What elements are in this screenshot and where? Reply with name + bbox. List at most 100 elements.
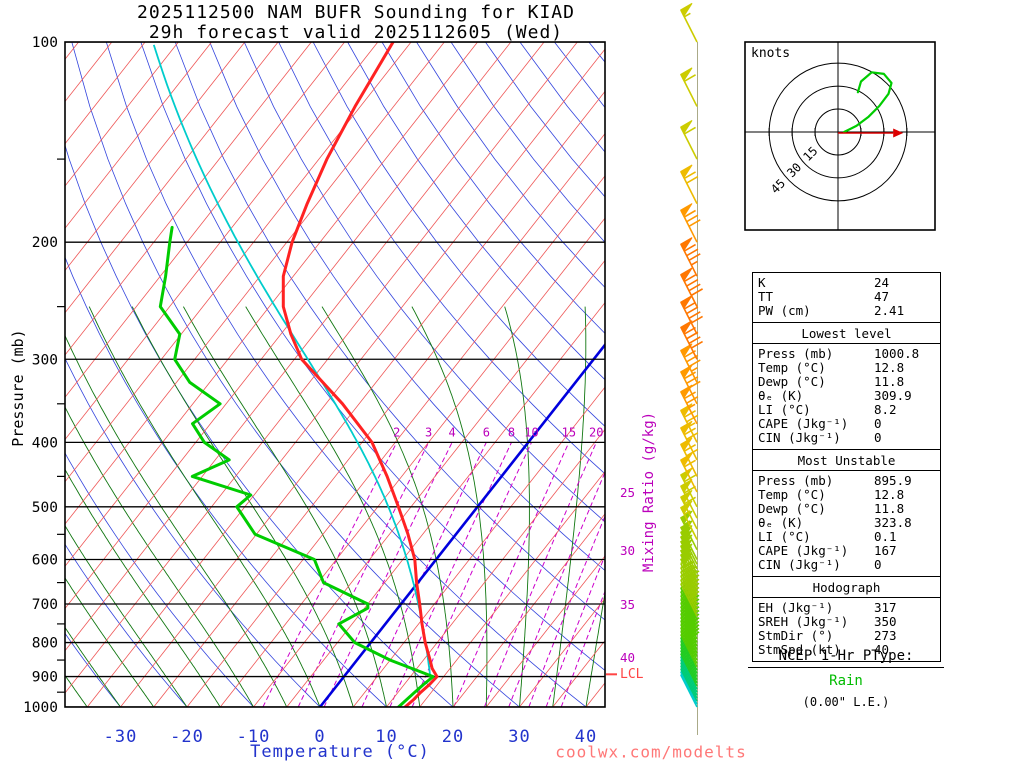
stat-label: Dewp (°C) [758,374,826,389]
stat-value: 323.8 [874,515,912,530]
wind-barb-feather [686,278,699,287]
stat-label: CIN (Jkg⁻¹) [758,430,841,445]
dry-adiabat-line [278,42,605,475]
dry-adiabat-line [65,543,188,707]
wind-barb-feather [686,248,699,257]
isotherm-line [120,90,605,707]
wind-barb-flag [680,267,693,282]
stats-section: Hodograph EH (Jkg⁻¹) 317 SREH (Jkg⁻¹) 350 Stm… [753,576,940,661]
temperature-tick-label: 40 [575,727,597,747]
wind-barb [680,610,698,643]
wind-barb-flag [680,343,693,358]
stat-label: θₑ (K) [758,515,804,530]
isotherm-line [65,42,545,652]
stat-value: 11.8 [874,374,905,389]
wind-barb-feather [683,243,696,252]
isotherm-line [65,42,412,483]
isotherm-line [65,42,512,610]
temperature-tick-label: -20 [170,727,204,747]
wind-barb [680,653,698,687]
stat-value: 47 [874,289,890,304]
wind-barb [680,613,698,647]
pressure-tick-label: 600 [32,552,58,568]
stat-row: CIN (Jkg⁻¹) 0 [753,431,940,445]
stat-label: Dewp (°C) [758,501,826,516]
wind-barb-half-feather [683,510,691,516]
wind-barb-flag [680,320,693,335]
stat-section-header: Most Unstable [753,453,940,471]
stat-row: CAPE (Jkg⁻¹) 167 [753,544,940,558]
stat-value: 12.8 [874,360,905,375]
mixing-ratio-line [545,554,605,707]
storm-motion-arrow [893,128,904,138]
stat-label: Press (mb) [758,473,834,488]
wind-barb [680,583,698,617]
ptype-title: NCEP 1-Hr PType: [748,648,944,668]
stat-value: 12.8 [874,487,905,502]
wind-barb-feather [683,274,696,283]
isotherm-line [485,555,605,707]
wind-barb [680,606,698,640]
pressure-tick-label: 900 [32,670,58,686]
stat-label: CIN (Jkg⁻¹) [758,557,841,572]
mixing-ratio-label: 6 [483,425,490,439]
pressure-tick-label: 100 [32,35,58,51]
wind-barb [680,579,698,613]
stat-value: 0 [874,416,882,431]
wind-barb [680,591,698,625]
moist-adiabat-line [321,306,454,707]
mixing-ratio-label: 20 [589,425,603,439]
skewt-background-grid [65,42,605,707]
stat-label: LI (°C) [758,529,811,544]
stat-value: 0.1 [874,529,897,544]
temperature-axis-label: Temperature (°C) [250,742,430,762]
stats-section: Lowest level Press (mb) 1000.8 Temp (°C) 12.… [753,322,940,449]
ptype-block: NCEP 1-Hr PType: Rain (0.00" L.E.) [748,648,944,709]
isotherm-line [352,386,605,707]
dry-adiabat-line [347,42,605,381]
wind-barb-feather [688,336,701,345]
wind-barb-feather [688,283,701,292]
isotherm-line [186,175,605,707]
stat-row: θₑ (K) 323.8 [753,516,940,530]
stats-table: K 24 TT 47 PW (cm) 2.41 Lowest level Press (mb)… [752,272,941,662]
wind-barb [680,640,698,674]
mixing-ratio-label: 30 [620,543,635,558]
wind-barb [680,575,698,609]
dry-adiabat-line [65,452,254,707]
isotherm-line [65,42,246,272]
wind-barb [680,620,698,654]
wind-barb-feather [690,288,703,297]
wind-barb-feather [683,371,696,380]
dry-adiabat-line [381,42,605,335]
wind-barb [680,627,698,661]
wind-barb [680,595,698,629]
temperature-tick-label: 30 [508,727,530,747]
sounding-profiles [152,42,439,707]
wind-barb [680,599,698,632]
stat-row: SREH (Jkg⁻¹) 350 [753,615,940,629]
stat-row: LI (°C) 0.1 [753,530,940,544]
stat-row: LI (°C) 8.2 [753,403,940,417]
isotherm-line [153,132,605,707]
watermark: coolwx.com/modelts [555,742,747,762]
hodograph-units-label: knots [751,46,791,61]
wind-barb-half-feather [686,467,694,473]
wind-barb [680,647,698,681]
wind-barb [680,587,698,621]
chart-title-line2: 29h forecast valid 2025112605 (Wed) [148,22,564,43]
isotherm-line [65,42,445,525]
wind-barb-feather [683,126,696,135]
isotherm-line [65,42,179,187]
stat-label: K [758,275,766,290]
plot-border [64,41,606,708]
dry-adiabat-line [209,42,605,572]
stat-row: CAPE (Jkg⁻¹) 0 [753,417,940,431]
stat-label: Temp (°C) [758,487,826,502]
wind-barb-flag [680,295,693,310]
dry-adiabat-line [174,42,605,621]
stats-section: Most Unstable Press (mb) 895.9 Temp (°C) 12.… [753,449,940,576]
wind-barb [680,617,698,651]
stat-value: 1000.8 [874,346,920,361]
